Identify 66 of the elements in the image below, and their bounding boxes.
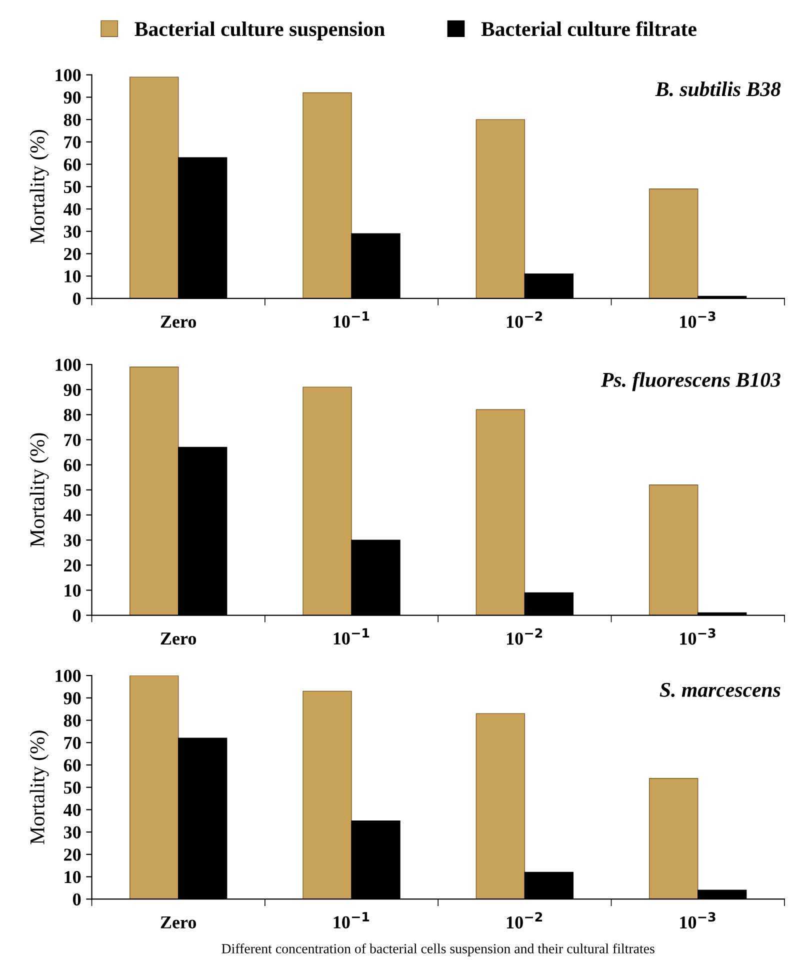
legend-label: Bacterial culture filtrate [481,21,696,36]
x-tick-label: 10$^{−2}$ [506,311,542,328]
y-tick-label: 30 [64,226,81,238]
x-tick-label: 10$^{−3}$ [680,628,716,645]
y-axis-title: Mortality (%) [30,433,49,547]
y-tick-label: 100 [56,670,81,682]
bar [130,366,179,616]
y-tick-label: 10 [64,871,81,884]
y-tick-label: 90 [64,384,81,396]
x-tick-label: Zero [160,316,196,328]
y-tick-label: 50 [64,484,81,496]
x-tick-label: Zero [160,916,196,928]
x-tick-label: 10$^{−3}$ [680,311,716,328]
bar [130,76,179,298]
y-tick-label: 0 [73,292,81,305]
x-tick-label: 10$^{−1}$ [334,628,370,645]
y-tick-label: 10 [64,584,81,597]
bar [649,484,698,616]
y-tick-label: 0 [73,610,81,622]
y-tick-label: 60 [64,459,81,472]
y-tick-label: 90 [64,91,81,104]
y-tick-label: 70 [64,434,81,446]
y-tick-label: 80 [64,714,81,727]
bar [649,778,698,900]
y-tick-label: 0 [73,893,81,906]
y-tick-label: 30 [64,826,81,838]
y-tick-label: 20 [64,848,81,861]
chart-title: S. marcescens [660,682,780,697]
bar [476,409,526,616]
y-tick-label: 60 [64,158,81,171]
bar [302,690,352,900]
x-tick-label: 10$^{−1}$ [334,912,370,928]
y-tick-label: 30 [64,534,81,546]
x-tick-label: 10$^{−2}$ [506,912,542,929]
y-tick-label: 70 [64,736,81,750]
bar [476,713,526,900]
y-tick-label: 70 [64,136,81,148]
y-tick-label: 100 [56,69,81,82]
y-tick-label: 10 [64,270,81,282]
y-tick-label: 40 [64,509,81,522]
y-tick-label: 50 [64,782,81,794]
y-axis-title: Mortality (%) [30,130,49,244]
y-tick-label: 90 [64,692,81,704]
bar [302,92,352,298]
y-tick-label: 80 [64,408,81,422]
bar [302,386,352,616]
legend-label: Bacterial culture suspension [134,21,385,40]
x-tick-label: 10$^{−2}$ [506,628,542,645]
y-tick-label: 100 [56,358,81,371]
y-tick-label: 80 [64,114,81,126]
x-tick-label: 10$^{−1}$ [334,311,370,328]
y-tick-label: 40 [64,203,81,216]
bar [130,676,179,900]
x-tick-label: Zero [160,632,196,645]
y-tick-label: 60 [64,759,81,772]
y-axis-title: Mortality (%) [30,730,49,844]
bar [649,188,698,298]
y-tick-label: 20 [64,248,81,260]
bar [476,119,526,298]
x-tick-label: 10$^{−3}$ [680,912,716,929]
y-tick-label: 50 [64,180,81,194]
chart-title: B. subtilis B38 [655,82,781,96]
y-tick-label: 40 [64,804,81,816]
x-axis-title: Different concentration of bacterial cells suspension and their cultural filtrates [222,943,654,956]
y-tick-label: 20 [64,559,81,572]
chart-title: Ps. fluorescens B103 [600,372,780,392]
